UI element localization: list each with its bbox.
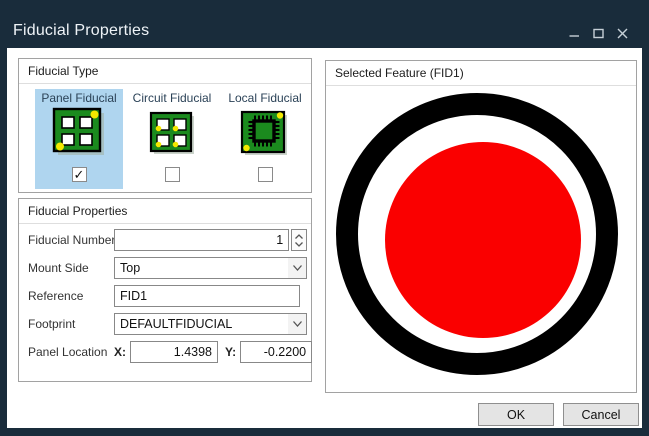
option-circuit-fiducial[interactable]: Circuit Fiducial [128,89,216,189]
selected-feature-group-title: Selected Feature (FID1) [326,61,636,86]
circuit-fiducial-checkbox[interactable] [164,167,180,182]
window-controls [568,27,629,40]
footprint-dropdown-button[interactable] [288,314,306,334]
option-circuit-fiducial-label: Circuit Fiducial [132,91,212,105]
fiducial-number-row: Fiducial Number [28,229,307,251]
panel-location-label: Panel Location [28,345,108,359]
mount-side-value: Top [120,261,141,275]
panel-fiducial-icon [52,107,106,162]
dialog-content: Fiducial Type Panel Fiducial [7,48,642,428]
close-icon[interactable] [616,27,629,40]
reference-row: Reference [28,285,307,307]
y-label: Y: [225,345,237,359]
x-label: X: [114,345,126,359]
circuit-fiducial-icon [147,107,197,162]
fiducial-properties-form: Fiducial Number Mount Side Top [28,229,313,369]
panel-location-row: Panel Location X: Y: [28,341,313,363]
fiducial-type-group: Fiducial Type Panel Fiducial [18,58,312,193]
footprint-label: Footprint [28,317,76,331]
minimize-icon[interactable] [568,27,581,40]
option-local-fiducial-label: Local Fiducial [228,91,302,105]
fiducial-graphic-icon [336,93,618,375]
fiducial-type-options: Panel Fiducial ✓ [19,84,311,189]
fiducial-type-group-title: Fiducial Type [19,59,311,84]
panel-fiducial-checkbox[interactable]: ✓ [71,167,87,182]
fiducial-number-input[interactable] [114,229,290,251]
reference-label: Reference [28,289,84,303]
fiducial-properties-group: Fiducial Properties Fiducial Number Moun… [18,198,313,382]
panel-location-x-input[interactable] [130,341,218,363]
fiducial-number-label: Fiducial Number [28,233,116,247]
checkmark-icon: ✓ [73,167,85,182]
mount-side-dropdown-button[interactable] [288,258,306,278]
fiducial-properties-group-title: Fiducial Properties [19,199,311,224]
chevron-down-icon [292,265,302,271]
footprint-row: Footprint DEFAULTFIDUCIAL [28,313,307,335]
reference-input[interactable] [114,285,300,307]
footprint-value: DEFAULTFIDUCIAL [120,317,233,331]
selected-feature-group: Selected Feature (FID1) [325,60,637,393]
cancel-button[interactable]: Cancel [563,403,639,426]
titlebar: Fiducial Properties [0,0,649,48]
ok-button[interactable]: OK [478,403,554,426]
panel-location-y-input[interactable] [240,341,313,363]
window-title: Fiducial Properties [13,22,150,39]
local-fiducial-checkbox[interactable] [257,167,273,182]
fiducial-preview [326,86,636,394]
chevron-up-icon [295,233,304,239]
chevron-down-icon [295,241,304,247]
maximize-icon[interactable] [592,27,605,40]
footprint-select[interactable]: DEFAULTFIDUCIAL [114,313,307,335]
fiducial-number-stepper[interactable] [291,229,307,251]
mount-side-label: Mount Side [28,261,89,275]
option-local-fiducial[interactable]: Local Fiducial [221,89,309,189]
chevron-down-icon [292,321,302,327]
local-fiducial-icon [239,107,291,162]
mount-side-select[interactable]: Top [114,257,307,279]
mount-side-row: Mount Side Top [28,257,307,279]
option-panel-fiducial-label: Panel Fiducial [41,91,117,105]
option-panel-fiducial[interactable]: Panel Fiducial ✓ [35,89,123,189]
